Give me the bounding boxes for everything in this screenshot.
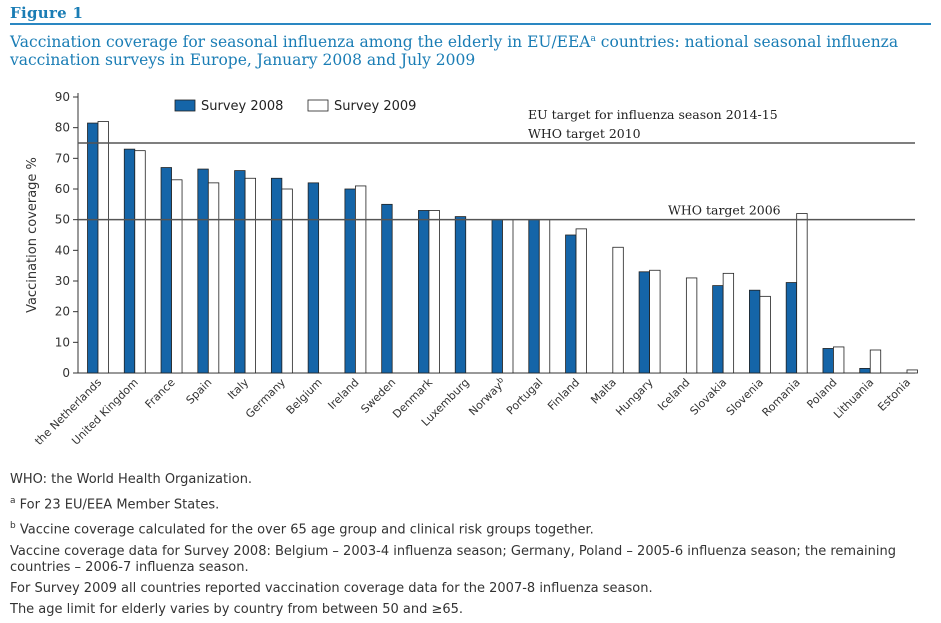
- x-tick-label: Malta: [588, 376, 619, 407]
- note-b-text: Vaccine coverage calculated for the over…: [15, 522, 594, 538]
- x-tick-label: Germany: [243, 376, 288, 421]
- bar-survey-2009: [612, 246, 624, 374]
- bar-survey-2009: [833, 346, 845, 374]
- x-tick-label: Finland: [545, 376, 582, 413]
- bar-survey-2008: [749, 289, 761, 374]
- bar-survey-2008: [123, 148, 136, 374]
- bar-survey-2008: [638, 271, 650, 374]
- x-tick-label: Norwayb: [466, 375, 509, 418]
- bar-survey-2008: [565, 234, 577, 374]
- bar-survey-2008: [270, 177, 283, 374]
- x-tick-label: United Kingdom: [69, 376, 141, 448]
- bar-survey-2009: [906, 369, 918, 374]
- bar-survey-2008: [712, 285, 724, 374]
- y-tick-label: 90: [55, 90, 70, 104]
- x-tick-label: Slovakia: [687, 376, 729, 418]
- y-tick-label: 50: [55, 213, 70, 227]
- x-tick-label: Hungary: [613, 376, 656, 419]
- x-tick-label: Slovenia: [724, 376, 766, 418]
- bar-survey-2009: [355, 185, 367, 374]
- x-tick-label: France: [143, 376, 178, 411]
- vaccination-bar-chart: 0 10 20 30 40 50 60 70 80 90 Vaccination coverage …: [25, 90, 918, 448]
- x-tick-label: Poland: [804, 376, 839, 411]
- figure-label: Figure 1: [10, 4, 84, 22]
- y-tick-label: 40: [55, 243, 70, 257]
- bar-survey-2009: [428, 210, 440, 374]
- reference-line-label: WHO target 2010: [528, 126, 641, 141]
- bar-survey-2008: [234, 170, 246, 374]
- legend-swatch-survey-2008: [174, 99, 196, 112]
- bar-survey-2009: [759, 295, 771, 374]
- bar-survey-2009: [538, 219, 551, 374]
- figure-title: Vaccination coverage for seasonal influe…: [10, 30, 910, 69]
- x-tick-label: Estonia: [875, 376, 913, 414]
- bar-survey-2008: [160, 167, 172, 374]
- bar-survey-2009: [575, 228, 587, 374]
- note-survey-2008: Vaccine coverage data for Survey 2008: B…: [10, 543, 896, 575]
- note-who: WHO: the World Health Organization.: [10, 472, 253, 487]
- note-a-mark: a: [10, 496, 16, 506]
- x-tick-label: the Netherlands: [32, 376, 104, 448]
- footnotes: WHO: the World Health Organization. a Fo…: [10, 472, 930, 623]
- bar-survey-2009: [97, 121, 109, 374]
- reference-line-label: EU target for influenza season 2014-15: [528, 107, 778, 122]
- bar-survey-2009: [869, 349, 882, 374]
- bar-survey-2008: [418, 210, 430, 374]
- x-tick-label: Romania: [760, 376, 803, 419]
- bar-survey-2008: [344, 188, 356, 374]
- legend-label-survey-2009: Survey 2009: [334, 99, 416, 114]
- y-tick-label: 60: [55, 182, 70, 196]
- note-survey-2009: For Survey 2009 all countries reported v…: [10, 580, 653, 596]
- bar-survey-2009: [685, 277, 698, 374]
- figure-title-footnote-mark: a: [590, 34, 596, 44]
- y-axis-label: Vaccination coverage %: [25, 157, 40, 313]
- bar-survey-2008: [197, 168, 209, 374]
- y-tick-label: 30: [55, 274, 70, 288]
- bar-survey-2008: [822, 348, 834, 374]
- x-tick-label: Belgium: [284, 376, 325, 417]
- x-tick-label: Italy: [225, 376, 251, 402]
- note-b: b Vaccine coverage calculated for the ov…: [10, 518, 930, 538]
- bar-survey-2008: [454, 216, 467, 374]
- x-tick-label: Iceland: [655, 376, 692, 413]
- legend-swatch-survey-2009: [307, 99, 329, 112]
- bar-survey-2008: [307, 182, 320, 374]
- x-tick-label: Lithuania: [831, 376, 876, 421]
- bar-survey-2008: [528, 219, 540, 374]
- bar-survey-2009: [649, 269, 661, 374]
- y-tick-label: 70: [55, 151, 70, 165]
- bar-survey-2009: [207, 182, 220, 374]
- x-tick-footnote-mark: b: [495, 375, 505, 385]
- bar-survey-2008: [87, 122, 99, 374]
- legend-label-survey-2008: Survey 2008: [201, 99, 283, 114]
- bar-survey-2009: [134, 150, 146, 374]
- y-tick-label: 0: [62, 366, 70, 380]
- bar-survey-2008: [785, 282, 798, 374]
- bar-survey-2009: [722, 272, 735, 374]
- x-tick-label: Spain: [184, 376, 215, 407]
- bar-survey-2009: [796, 213, 808, 374]
- figure-title-text: Vaccination coverage for seasonal influe…: [10, 33, 591, 52]
- y-tick-label: 10: [55, 335, 70, 349]
- title-divider: [10, 23, 931, 25]
- bar-survey-2009: [171, 179, 183, 374]
- figure-title-text-rest: countries: national seasonal influenza v…: [10, 33, 899, 70]
- bar-survey-2009: [281, 188, 293, 374]
- bar-survey-2009: [502, 219, 514, 374]
- bar-survey-2008: [381, 203, 393, 374]
- y-tick-label: 80: [55, 121, 70, 135]
- note-a-text: For 23 EU/EEA Member States.: [15, 497, 220, 513]
- bar-survey-2008: [859, 367, 871, 374]
- note-b-mark: b: [10, 521, 16, 532]
- y-tick-label: 20: [55, 305, 70, 319]
- bar-survey-2008: [491, 219, 503, 374]
- note-a: a For 23 EU/EEA Member States.: [10, 493, 930, 513]
- x-tick-label: Ireland: [325, 376, 361, 412]
- x-tick-label: Portugal: [504, 376, 545, 417]
- bar-survey-2009: [244, 177, 256, 374]
- reference-line-label: WHO target 2006: [668, 203, 781, 218]
